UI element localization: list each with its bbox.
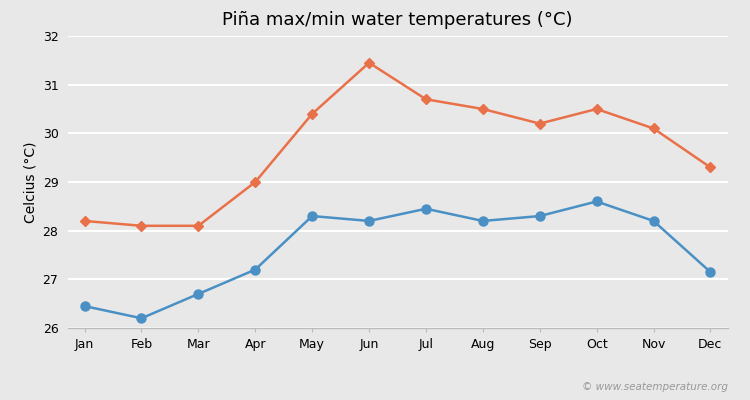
Min	[536, 214, 544, 218]
Min	[137, 316, 146, 321]
Max	[80, 218, 89, 223]
Min	[592, 199, 602, 204]
Y-axis label: Celcius (°C): Celcius (°C)	[23, 141, 37, 223]
Max	[364, 60, 374, 65]
Min	[194, 292, 202, 296]
Line: Min: Min	[80, 197, 715, 323]
Min	[364, 218, 374, 223]
Min	[649, 218, 658, 223]
Min	[706, 270, 715, 274]
Max	[592, 106, 602, 111]
Max	[536, 121, 544, 126]
Min	[251, 267, 260, 272]
Title: Piña max/min water temperatures (°C): Piña max/min water temperatures (°C)	[222, 11, 573, 29]
Max	[706, 165, 715, 170]
Min	[80, 304, 89, 308]
Max	[308, 112, 316, 116]
Min	[478, 218, 488, 223]
Max	[422, 97, 430, 102]
Max	[478, 106, 488, 111]
Max	[251, 180, 260, 184]
Min	[422, 206, 430, 211]
Max	[649, 126, 658, 131]
Max	[137, 223, 146, 228]
Max	[194, 223, 202, 228]
Line: Max: Max	[81, 59, 714, 229]
Text: © www.seatemperature.org: © www.seatemperature.org	[581, 382, 728, 392]
Min	[308, 214, 316, 218]
